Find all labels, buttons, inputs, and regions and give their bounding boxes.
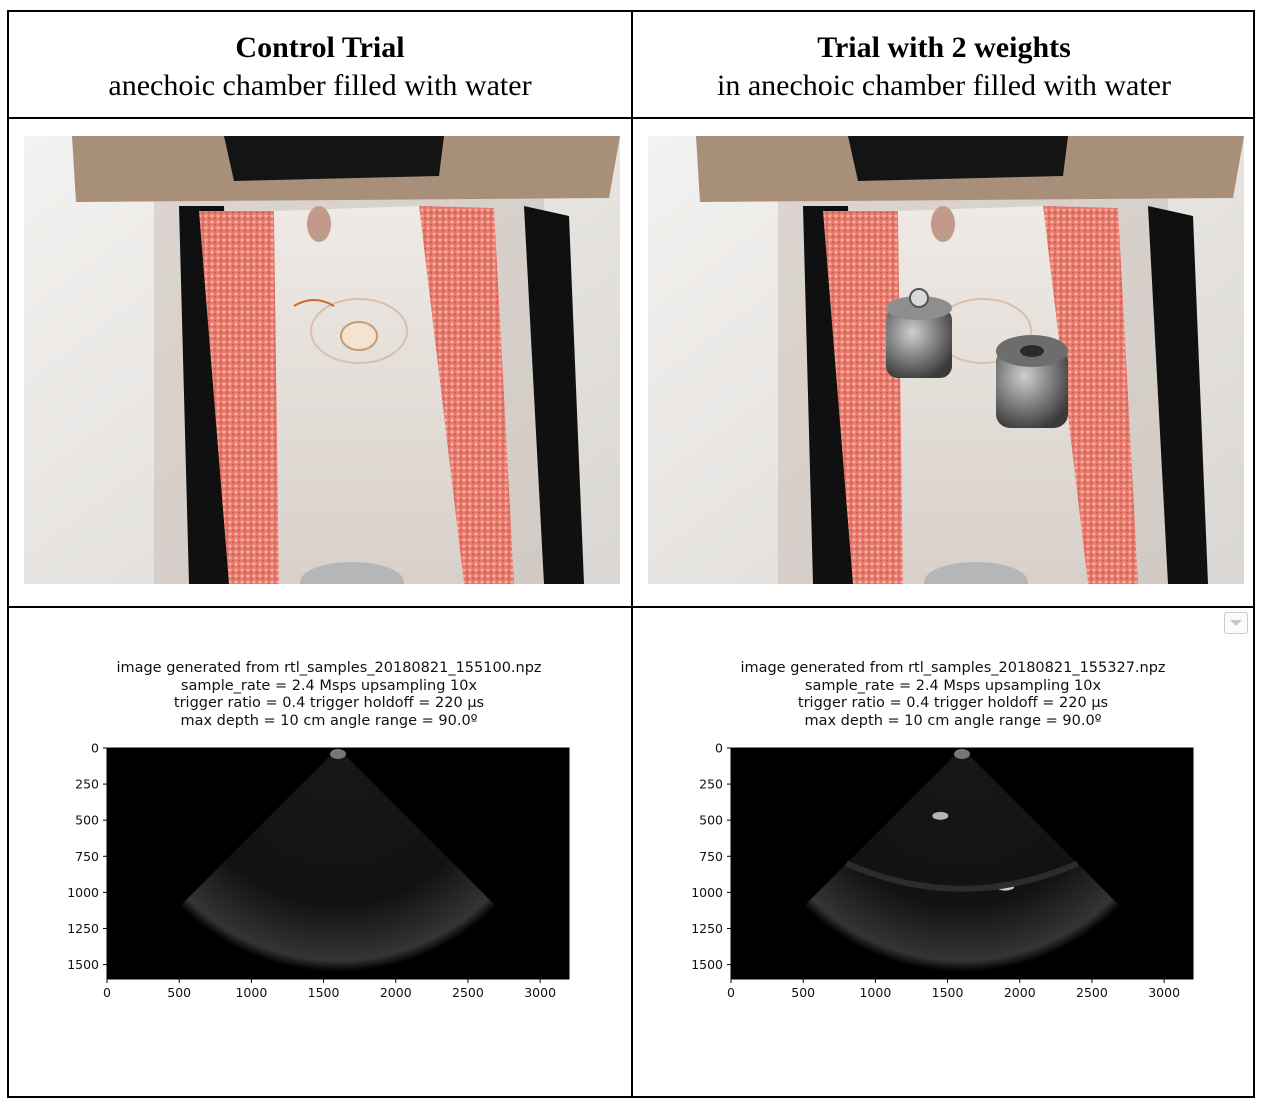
plot-title-line: trigger ratio = 0.4 trigger holdoff = 22… (173, 695, 485, 712)
y-tick-label: 1000 (67, 885, 99, 900)
y-tick-label: 1250 (691, 921, 723, 936)
plot-title: image generated from rtl_samples_2018082… (49, 660, 609, 731)
x-tick-label: 2500 (1076, 985, 1108, 1000)
x-tick-label: 1500 (932, 985, 964, 1000)
y-tick-label: 500 (699, 813, 723, 828)
y-tick-label: 1000 (691, 885, 723, 900)
plot-title-line: image generated from rtl_samples_2018082… (116, 660, 542, 676)
weight-echo (932, 811, 949, 820)
x-tick-label: 3000 (524, 985, 556, 1000)
shadow-arc (845, 860, 1079, 892)
y-tick-label: 750 (75, 849, 99, 864)
plot-title-line: sample_rate = 2.4 Msps upsampling 10x (804, 677, 1102, 694)
y-tick-label: 1500 (67, 957, 99, 972)
x-tick-label: 3000 (1148, 985, 1180, 1000)
y-tick-label: 1250 (67, 921, 99, 936)
column-subtitle: in anechoic chamber filled with water (717, 69, 1171, 102)
header-cell-control: Control Trial anechoic chamber filled wi… (9, 12, 631, 117)
column-divider (631, 12, 633, 1096)
y-tick-label: 500 (75, 813, 99, 828)
x-tick-label: 1000 (859, 985, 891, 1000)
x-tick-label: 2000 (380, 985, 412, 1000)
plot-title-line: image generated from rtl_samples_2018082… (740, 660, 1166, 676)
chevron-down-icon (1230, 620, 1242, 626)
dropdown-toggle-button[interactable] (1224, 612, 1248, 634)
y-tick-label: 250 (699, 777, 723, 792)
column-subtitle: anechoic chamber filled with water (108, 69, 532, 102)
ultrasound-image-axes: 0 500 1000 1500 2000 2500 3000 0 250 500 750 1000 12… (67, 741, 570, 1000)
y-tick-label: 1500 (691, 957, 723, 972)
comparison-table: Control Trial anechoic chamber filled wi… (7, 10, 1255, 1098)
chamber-photo-with-weights (648, 136, 1244, 584)
axes-frame (730, 747, 1194, 980)
ultrasound-image-axes: 0 500 1000 1500 2000 2500 3000 0 250 500 750 1000 12… (691, 741, 1194, 1000)
row-divider-header (9, 117, 1253, 119)
transducer-echo (330, 749, 346, 759)
scan-sector (179, 748, 497, 972)
plot-title-line: max depth = 10 cm angle range = 90.0º (804, 713, 1102, 730)
x-tick-label: 2000 (1004, 985, 1036, 1000)
x-tick-label: 1500 (308, 985, 340, 1000)
ultrasound-plot-with-weights: image generated from rtl_samples_2018082… (673, 652, 1233, 1012)
x-tick-label: 2500 (452, 985, 484, 1000)
scan-sector (803, 748, 1121, 972)
plot-title-line: trigger ratio = 0.4 trigger holdoff = 22… (797, 695, 1109, 712)
transducer-echo (954, 749, 970, 759)
x-tick-label: 0 (727, 985, 735, 1000)
x-tick-label: 1000 (235, 985, 267, 1000)
y-tick-label: 250 (75, 777, 99, 792)
y-tick-label: 0 (91, 741, 99, 756)
column-title: Control Trial (235, 31, 405, 64)
chamber-photo-control (24, 136, 620, 584)
plot-title-line: max depth = 10 cm angle range = 90.0º (180, 713, 478, 730)
header-cell-weights: Trial with 2 weights in anechoic chamber… (633, 12, 1255, 117)
column-title: Trial with 2 weights (817, 31, 1071, 64)
x-tick-label: 500 (791, 985, 815, 1000)
plot-title-line: sample_rate = 2.4 Msps upsampling 10x (180, 677, 478, 694)
y-tick-label: 0 (715, 741, 723, 756)
axes-frame (106, 747, 570, 980)
plot-title: image generated from rtl_samples_2018082… (673, 660, 1233, 731)
y-tick-label: 750 (699, 849, 723, 864)
x-tick-label: 500 (167, 985, 191, 1000)
ultrasound-plot-control: image generated from rtl_samples_2018082… (49, 652, 609, 1012)
x-tick-label: 0 (103, 985, 111, 1000)
row-divider-photos (9, 606, 1253, 608)
